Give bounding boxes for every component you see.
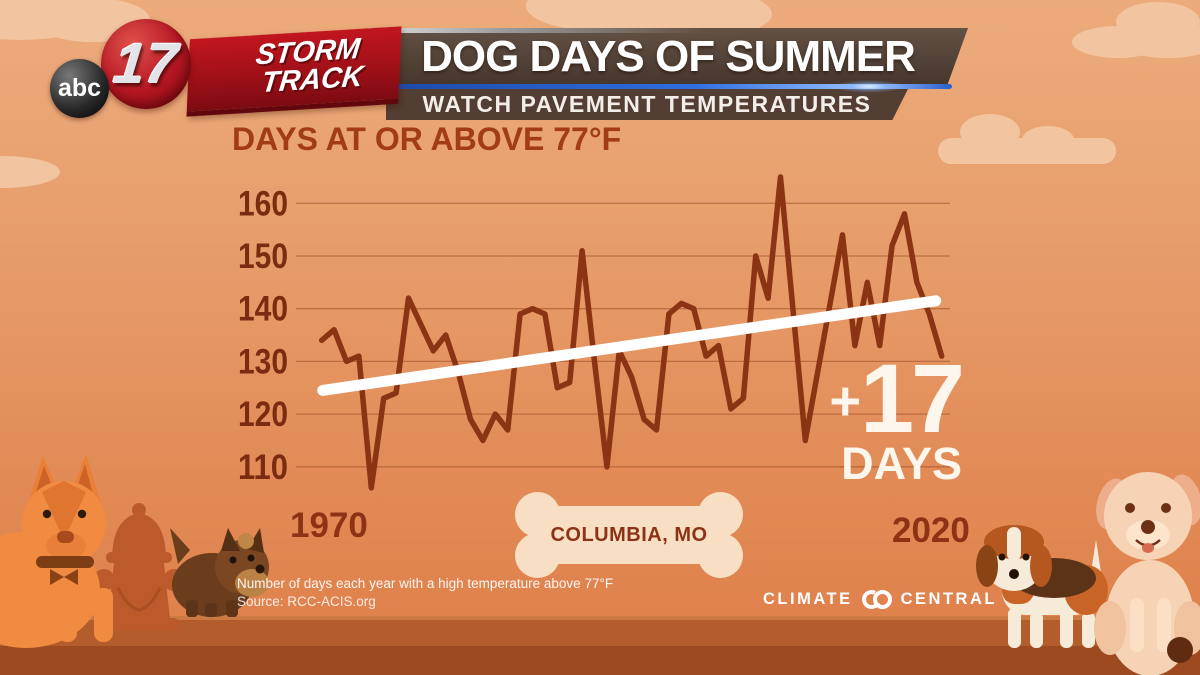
cloud-right-middle: [938, 114, 1116, 164]
y-tick-label: 120: [238, 395, 288, 434]
channel-17-badge: 17: [101, 19, 191, 109]
corgi-dog: [0, 454, 113, 648]
storm-track-wordmark: STORM TRACK: [251, 33, 368, 100]
trend-days-number: 17: [860, 344, 965, 453]
location-label: COLUMBIA, MO: [550, 523, 708, 546]
brand-word-track: TRACK: [259, 61, 365, 100]
chart-footnote: Number of days each year with a high tem…: [237, 576, 614, 591]
page-subtitle: WATCH PAVEMENT TEMPERATURES: [422, 91, 872, 117]
chart-heading: DAYS AT OR ABOVE 77°F: [232, 121, 622, 157]
climate-central-logo: CLIMATE CENTRAL: [763, 587, 997, 612]
beagle-dog: [976, 525, 1108, 648]
source-credit: Source: RCC-ACIS.org: [237, 594, 376, 609]
y-tick-label: 110: [238, 448, 288, 487]
subtitle-banner: WATCH PAVEMENT TEMPERATURES: [386, 89, 908, 120]
abc-network-logo: abc: [50, 59, 109, 118]
abc-logo-text: abc: [57, 74, 102, 102]
y-tick-label: 140: [238, 290, 288, 329]
central-word: CENTRAL: [900, 590, 997, 608]
accent-line: [380, 80, 952, 93]
y-tick-label: 150: [238, 237, 288, 276]
title-banner: DOG DAYS OF SUMMER: [368, 28, 968, 86]
climate-word: CLIMATE: [763, 590, 853, 608]
fire-hydrant: [93, 503, 185, 631]
cloud-top-right: [1072, 2, 1200, 58]
page-title: DOG DAYS OF SUMMER: [421, 32, 916, 81]
ball: [1167, 637, 1193, 663]
y-tick-label: 160: [238, 184, 288, 223]
trend-callout-value: +17: [829, 350, 965, 447]
y-tick-label: 130: [238, 342, 288, 381]
bone-location-tag: COLUMBIA, MO: [515, 492, 743, 578]
plus-sign: +: [829, 371, 861, 432]
interlocking-rings-icon: [859, 587, 892, 612]
channel-number: 17: [110, 32, 182, 96]
trend-callout-unit: DAYS: [841, 438, 962, 489]
storm-track-banner: STORM TRACK: [186, 26, 402, 117]
x-axis-start-label: 1970: [290, 506, 368, 545]
lens-flare: [834, 80, 904, 93]
puppy-dog: [1094, 472, 1200, 675]
cloud-left-middle: [0, 156, 60, 188]
x-axis-end-label: 2020: [892, 511, 970, 550]
ground: [0, 616, 1200, 675]
